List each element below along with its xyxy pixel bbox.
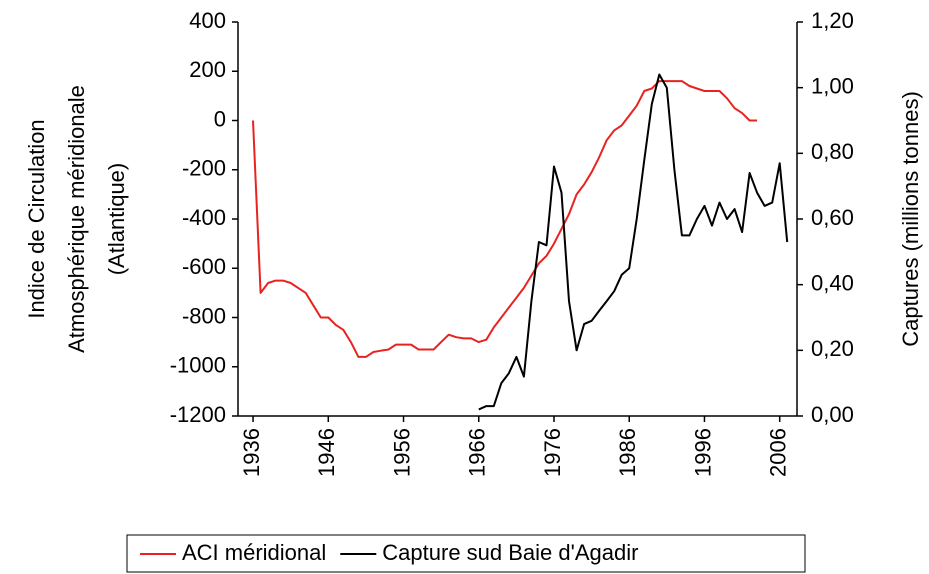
y2-tick-label: 0,60 <box>811 205 854 230</box>
series-line <box>252 80 758 358</box>
y-tick-label: -1200 <box>170 402 226 427</box>
y2-tick-label: 0,00 <box>811 402 854 427</box>
x-tick-label: 1986 <box>615 428 640 477</box>
x-tick-label: 2006 <box>766 428 791 477</box>
y2-tick-label: 0,80 <box>811 139 854 164</box>
legend-box <box>126 534 806 573</box>
y-tick-label: -600 <box>182 254 226 279</box>
y-tick-label: -1000 <box>170 353 226 378</box>
y-tick-label: -200 <box>182 156 226 181</box>
y2-tick-label: 1,20 <box>811 8 854 33</box>
y-tick-label: 0 <box>214 106 226 131</box>
x-tick-label: 1956 <box>389 428 414 477</box>
y2-tick-label: 0,40 <box>811 270 854 295</box>
y2-tick-label: 0,20 <box>811 336 854 361</box>
y-tick-label: 200 <box>189 57 226 82</box>
x-tick-label: 1946 <box>314 428 339 477</box>
y2-tick-label: 1,00 <box>811 73 854 98</box>
legend-label: Capture sud Baie d'Agadir <box>382 540 638 565</box>
y-axis-label: Indice de Circulation <box>24 119 49 318</box>
y2-axis-label: Captures (millions tonnes) <box>898 91 923 347</box>
y-tick-label: 400 <box>189 8 226 33</box>
x-tick-label: 1976 <box>540 428 565 477</box>
legend: ACI méridional Capture sud Baie d'Agadir <box>126 534 806 573</box>
y-tick-label: -800 <box>182 303 226 328</box>
series-line <box>478 73 789 411</box>
x-tick-label: 1996 <box>690 428 715 477</box>
y-axis-label: Atmosphérique méridionale <box>64 85 89 353</box>
y-axis-label: (Atlantique) <box>104 163 129 276</box>
legend-label: ACI méridional <box>182 540 326 565</box>
x-tick-label: 1966 <box>465 428 490 477</box>
y-tick-label: -400 <box>182 205 226 230</box>
x-tick-label: 1936 <box>239 428 264 477</box>
